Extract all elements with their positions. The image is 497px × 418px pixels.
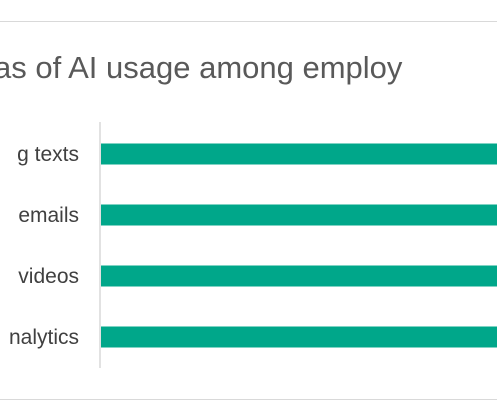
bar-2 bbox=[101, 204, 497, 226]
bar-3 bbox=[101, 265, 497, 287]
category-label-3: videos bbox=[18, 265, 79, 288]
category-label-2: emails bbox=[18, 204, 79, 227]
bar-1 bbox=[101, 143, 497, 165]
bars-layer bbox=[101, 143, 497, 348]
bar-4 bbox=[101, 326, 497, 348]
category-labels-layer: g texts emails videos nalytics bbox=[9, 143, 79, 349]
chart-title: as of AI usage among employ bbox=[0, 50, 403, 85]
category-label-4: nalytics bbox=[9, 326, 79, 349]
category-label-1: g texts bbox=[17, 143, 79, 166]
